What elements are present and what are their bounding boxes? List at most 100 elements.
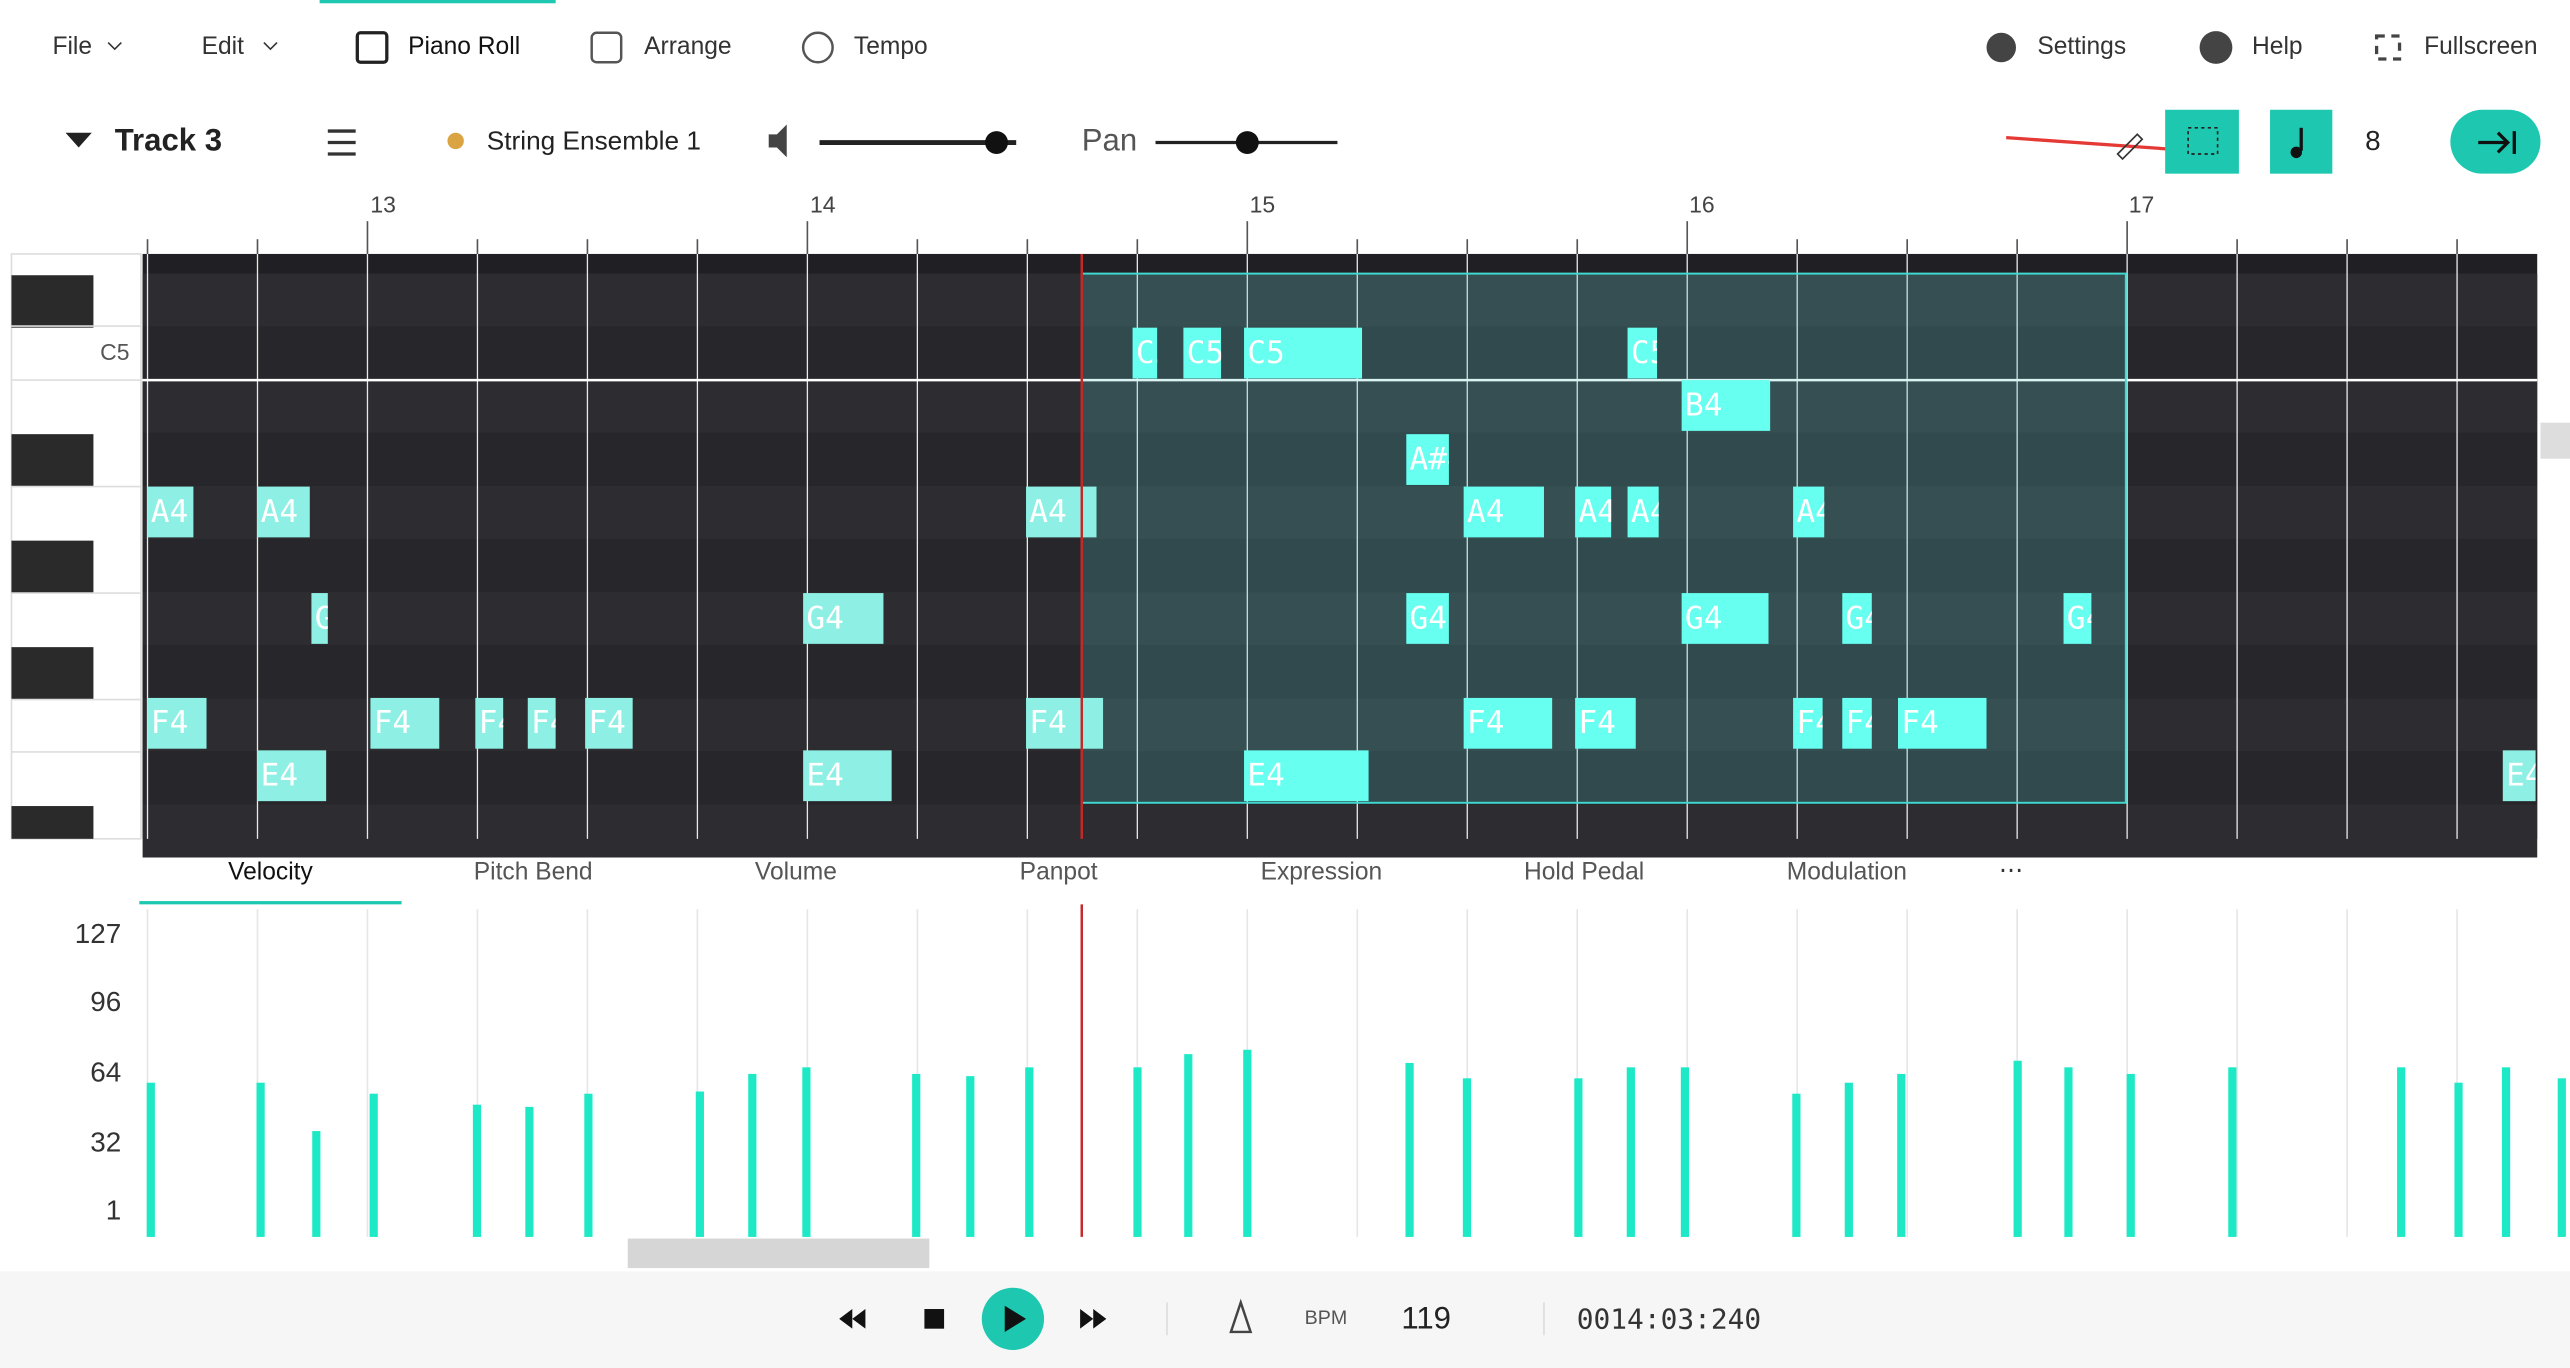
note[interactable] xyxy=(1627,327,1658,379)
note[interactable] xyxy=(1627,486,1659,538)
note[interactable] xyxy=(257,486,310,538)
menu-file[interactable]: File xyxy=(52,33,92,60)
instrument[interactable]: String Ensemble 1 xyxy=(487,125,701,155)
note[interactable] xyxy=(257,750,327,802)
note[interactable] xyxy=(1244,327,1363,379)
metronome[interactable] xyxy=(1229,1298,1253,1334)
velocity-bar xyxy=(584,1093,593,1237)
stop[interactable] xyxy=(924,1309,945,1329)
controller-tab[interactable]: Velocity xyxy=(228,859,313,886)
settings[interactable]: Settings xyxy=(2037,33,2126,60)
play-icon xyxy=(1004,1305,1027,1332)
velocity-bar xyxy=(2228,1067,2237,1237)
volume-icon xyxy=(768,124,787,158)
measure-number: 16 xyxy=(1689,191,1715,217)
note[interactable] xyxy=(2502,750,2536,802)
note[interactable] xyxy=(2063,593,2092,644)
note-label: G4 xyxy=(315,600,352,636)
note[interactable] xyxy=(1842,593,1872,644)
note-label: G4 xyxy=(1685,600,1722,636)
controller-tab[interactable]: Pitch Bend xyxy=(474,859,593,886)
y-tick-label: 32 xyxy=(90,1127,121,1158)
velocity-bar xyxy=(1025,1067,1034,1237)
arrange-icon xyxy=(590,31,623,64)
y-tick-label: 64 xyxy=(90,1056,121,1087)
quantize[interactable]: 8 xyxy=(2365,125,2381,156)
velocity-bar xyxy=(1405,1062,1414,1237)
note[interactable] xyxy=(1406,593,1449,644)
note-label: F4 xyxy=(479,705,516,741)
controller-tab[interactable]: Expression xyxy=(1261,859,1383,886)
list-icon[interactable] xyxy=(327,129,356,156)
note[interactable] xyxy=(1026,697,1104,749)
note[interactable] xyxy=(1793,697,1823,749)
note[interactable] xyxy=(370,697,440,749)
note[interactable] xyxy=(1463,486,1544,538)
note-label: A4 xyxy=(1631,494,1668,530)
note[interactable] xyxy=(1681,380,1771,431)
tab-piano-roll[interactable]: Piano Roll xyxy=(408,33,520,60)
velocity-bar xyxy=(369,1093,378,1237)
black-key xyxy=(11,647,94,700)
row xyxy=(142,804,2538,858)
note[interactable] xyxy=(1463,697,1553,749)
note[interactable] xyxy=(1575,486,1612,538)
velocity-bar xyxy=(2126,1073,2135,1237)
controller-tab[interactable]: Hold Pedal xyxy=(1524,859,1644,886)
note-label: F4 xyxy=(374,705,411,741)
row xyxy=(142,539,2538,593)
note-label: F4 xyxy=(1796,705,1833,741)
row xyxy=(142,592,2538,646)
note-label: G4 xyxy=(1846,600,1883,636)
controller-tab[interactable]: Panpot xyxy=(1020,859,1098,886)
note[interactable] xyxy=(1026,486,1097,538)
note[interactable] xyxy=(1842,697,1872,749)
volume-thumb[interactable] xyxy=(985,131,1009,155)
rewind[interactable] xyxy=(839,1309,866,1329)
fullscreen[interactable]: Fullscreen xyxy=(2424,33,2537,60)
note[interactable] xyxy=(1183,327,1222,379)
note[interactable] xyxy=(585,697,633,749)
help[interactable]: Help xyxy=(2252,33,2303,60)
measure-number: 17 xyxy=(2129,191,2155,217)
y-tick-label: 1 xyxy=(106,1195,122,1226)
note[interactable] xyxy=(1793,486,1825,538)
bpm[interactable]: 119 xyxy=(1401,1301,1451,1336)
tempo-icon xyxy=(801,31,834,64)
note[interactable] xyxy=(1681,593,1769,644)
note[interactable] xyxy=(1244,750,1369,802)
tab-tempo[interactable]: Tempo xyxy=(854,33,928,60)
note-label: C5 xyxy=(1631,335,1668,371)
note[interactable] xyxy=(475,697,504,749)
selection-tool[interactable] xyxy=(2165,109,2239,174)
menu-edit[interactable]: Edit xyxy=(202,33,245,60)
controller-tab[interactable]: Modulation xyxy=(1787,859,1907,886)
velocity-bar xyxy=(146,1082,155,1237)
note[interactable] xyxy=(1406,434,1449,485)
note-label: E4 xyxy=(806,758,843,794)
pan-thumb[interactable] xyxy=(1235,131,1259,155)
note[interactable] xyxy=(527,697,556,749)
velocity-bar xyxy=(1680,1067,1690,1237)
controller-tab[interactable]: Volume xyxy=(755,859,837,886)
velocity-bar xyxy=(525,1106,534,1237)
pencil-icon[interactable] xyxy=(2116,133,2144,161)
note[interactable] xyxy=(311,593,328,644)
black-key xyxy=(11,275,94,328)
note[interactable] xyxy=(803,593,884,644)
time-display: 0014:03:240 xyxy=(1577,1302,1761,1335)
note-label: F4 xyxy=(1901,705,1938,741)
ruler xyxy=(0,188,2570,254)
collapse-icon[interactable] xyxy=(65,132,92,148)
note-label: F4 xyxy=(1578,705,1615,741)
note-label: C5 xyxy=(1136,335,1173,371)
note[interactable] xyxy=(147,697,207,749)
note[interactable] xyxy=(147,486,194,538)
velocity-bar xyxy=(1844,1082,1853,1237)
note[interactable] xyxy=(1575,697,1636,749)
tab-arrange[interactable]: Arrange xyxy=(644,33,731,60)
note[interactable] xyxy=(803,750,892,802)
note[interactable] xyxy=(1897,697,1987,749)
note[interactable] xyxy=(1132,327,1158,379)
